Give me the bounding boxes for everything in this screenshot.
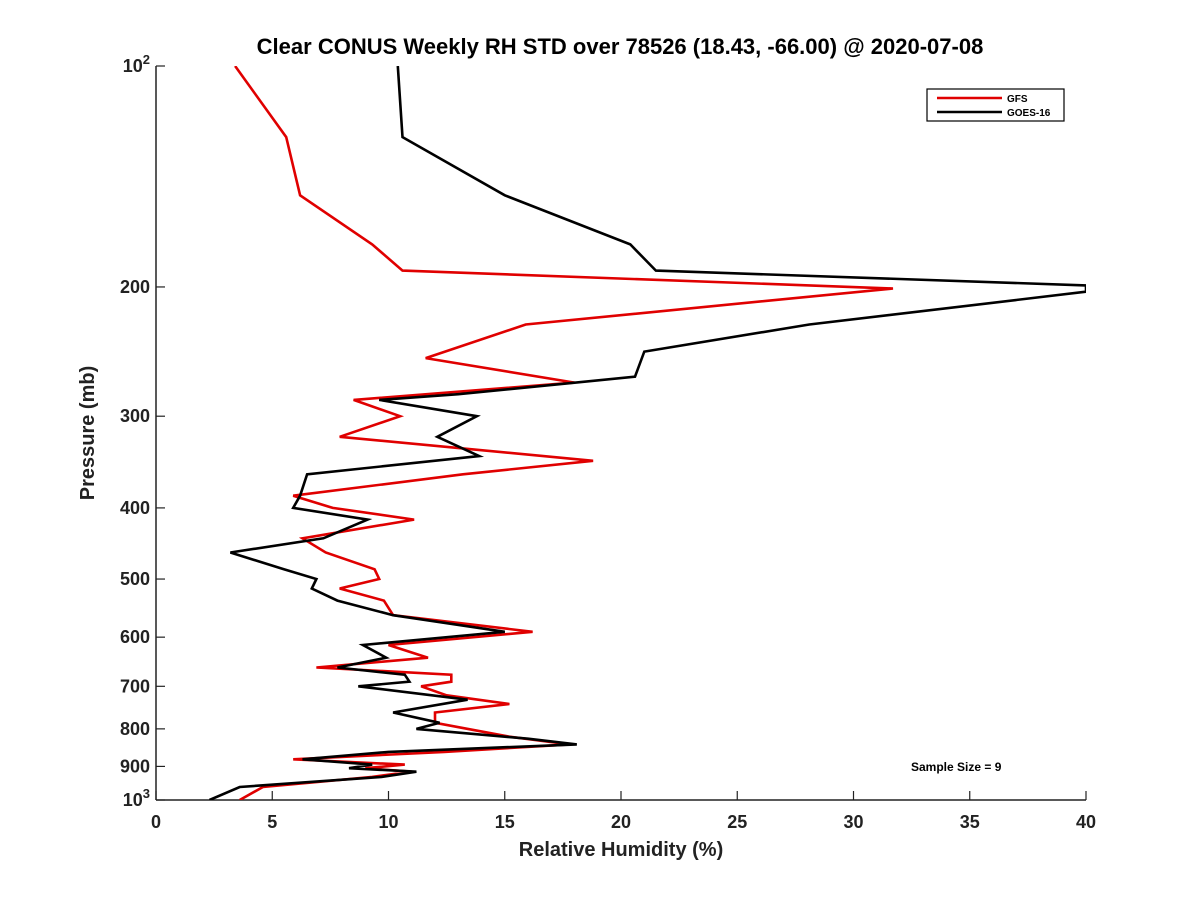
y-tick-label: 103: [123, 786, 150, 810]
y-tick-label: 500: [120, 569, 150, 589]
x-tick-label: 30: [843, 812, 863, 832]
y-tick-label: 102: [123, 52, 150, 76]
y-tick-label: 200: [120, 277, 150, 297]
y-tick-label: 400: [120, 498, 150, 518]
y-tick-label-base: 10: [123, 790, 143, 810]
y-tick-label-exponent: 2: [143, 52, 150, 67]
plot-area: 0 5 10 15 20 25 30 35 40102200300400500600700800…: [77, 52, 1096, 861]
y-tick-label: 700: [120, 676, 150, 696]
x-tick-label: 35: [960, 812, 980, 832]
y-axis-label: Pressure (mb): [77, 366, 99, 501]
x-tick-label: 25: [727, 812, 747, 832]
x-axis-label: Relative Humidity (%): [519, 839, 723, 861]
y-tick-label: 300: [120, 406, 150, 426]
sample-size-annotation: Sample Size = 9: [911, 760, 1002, 774]
x-tick-label: 20: [611, 812, 631, 832]
x-tick-label: 10: [378, 812, 398, 832]
series-line-gfs: [234, 66, 894, 800]
y-tick-label: 800: [120, 719, 150, 739]
legend-box: [926, 88, 1065, 122]
x-tick-label: 0: [151, 812, 161, 832]
chart-title: Clear CONUS Weekly RH STD over 78526 (18…: [257, 34, 984, 59]
y-tick-label-exponent: 3: [143, 786, 150, 801]
legend-label-goes-16: GOES-16: [1007, 108, 1051, 119]
y-tick-label: 600: [120, 627, 150, 647]
legend-label-gfs: GFS: [1007, 94, 1028, 105]
y-tick-label-base: 10: [123, 56, 143, 76]
series-line-goes-16: [208, 66, 1086, 800]
x-tick-label: 15: [495, 812, 515, 832]
y-tick-label: 900: [120, 756, 150, 776]
x-tick-label: 5: [267, 812, 277, 832]
x-tick-label: 40: [1076, 812, 1096, 832]
